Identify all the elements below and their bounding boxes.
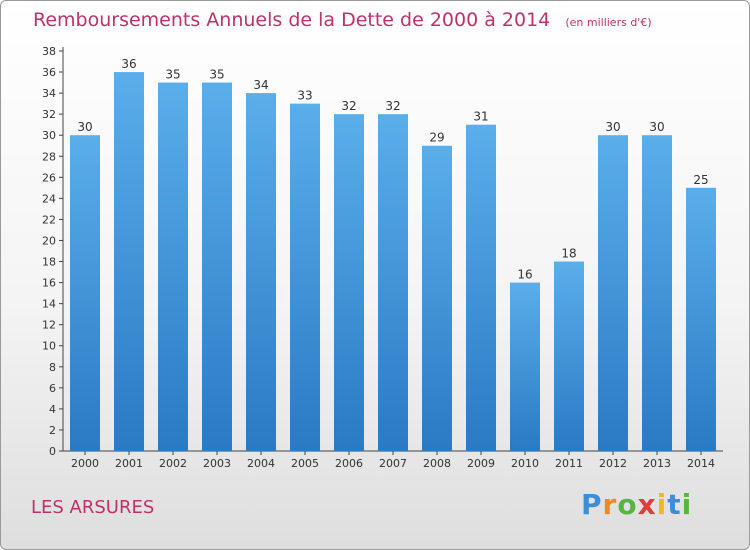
bar-2001 (114, 72, 144, 451)
y-tick-label: 2 (49, 424, 56, 437)
y-tick-label: 26 (42, 171, 56, 184)
data-label-2001: 36 (121, 57, 136, 71)
data-label-2003: 35 (209, 68, 224, 82)
y-tick-label: 32 (42, 108, 56, 121)
bar-2006 (334, 114, 364, 451)
bar-2009 (466, 124, 496, 452)
x-tick-label-2004: 2004 (247, 457, 275, 470)
bar-2010 (510, 282, 540, 451)
x-tick-label-2002: 2002 (159, 457, 187, 470)
y-tick-label: 36 (42, 66, 56, 79)
data-label-2008: 29 (429, 131, 444, 145)
y-tick-label: 38 (42, 45, 56, 58)
x-tick-label-2008: 2008 (423, 457, 451, 470)
bar-2003 (202, 82, 232, 451)
y-tick-label: 28 (42, 150, 56, 163)
x-tick-label-2009: 2009 (467, 457, 495, 470)
y-tick-label: 30 (42, 129, 56, 142)
y-tick-label: 4 (49, 403, 56, 416)
data-label-2011: 18 (561, 247, 576, 261)
bar-2004 (246, 93, 276, 452)
x-tick-label-2014: 2014 (687, 457, 715, 470)
x-tick-label-2000: 2000 (71, 457, 99, 470)
y-tick-label: 20 (42, 234, 56, 247)
y-tick-label: 10 (42, 340, 56, 353)
bar-2013 (642, 135, 672, 452)
brand-letter: x (637, 488, 657, 521)
x-tick-label-2001: 2001 (115, 457, 143, 470)
data-label-2006: 32 (341, 99, 356, 113)
bar-2012 (598, 135, 628, 452)
y-tick-label: 8 (49, 361, 56, 374)
brand-logo: Proxiti (581, 488, 692, 521)
bar-2011 (554, 261, 584, 451)
y-tick-label: 16 (42, 277, 56, 290)
data-label-2012: 30 (605, 120, 620, 134)
data-label-2004: 34 (253, 78, 268, 92)
x-tick-label-2012: 2012 (599, 457, 627, 470)
x-tick-label-2010: 2010 (511, 457, 539, 470)
commune-name: LES ARSURES (31, 497, 155, 518)
x-tick-label-2005: 2005 (291, 457, 319, 470)
brand-letter: o (617, 488, 638, 521)
data-label-2013: 30 (649, 120, 664, 134)
brand-letter: P (581, 488, 603, 521)
x-tick-label-2007: 2007 (379, 457, 407, 470)
data-label-2000: 30 (77, 120, 92, 134)
chart-title: Remboursements Annuels de la Dette de 20… (33, 9, 551, 31)
y-tick-label: 12 (42, 319, 56, 332)
unit-note: (en milliers d'€) (565, 16, 652, 29)
y-tick-label: 22 (42, 213, 56, 226)
data-label-2007: 32 (385, 99, 400, 113)
x-tick-label-2013: 2013 (643, 457, 671, 470)
bar-2014 (686, 187, 716, 451)
y-tick-label: 24 (42, 192, 56, 205)
y-tick-label: 0 (49, 445, 56, 458)
x-tick-label-2006: 2006 (335, 457, 363, 470)
bar-2002 (158, 82, 188, 451)
brand-letter: i (681, 488, 693, 521)
brand-letter: i (656, 488, 668, 521)
brand-letter: r (602, 488, 618, 521)
data-label-2009: 31 (473, 110, 488, 124)
brand-letter: t (667, 488, 682, 521)
bar-2000 (70, 135, 100, 452)
title-row: Remboursements Annuels de la Dette de 20… (33, 9, 652, 31)
data-label-2002: 35 (165, 68, 180, 82)
data-label-2005: 33 (297, 89, 312, 103)
bar-2007 (378, 114, 408, 451)
x-tick-label-2003: 2003 (203, 457, 231, 470)
y-tick-label: 14 (42, 298, 56, 311)
x-tick-label-2011: 2011 (555, 457, 583, 470)
data-label-2010: 16 (517, 268, 532, 282)
bar-2005 (290, 103, 320, 451)
y-tick-label: 34 (42, 87, 56, 100)
data-label-2014: 25 (693, 173, 708, 187)
bar-2008 (422, 145, 452, 451)
y-tick-label: 6 (49, 382, 56, 395)
y-tick-label: 18 (42, 256, 56, 269)
